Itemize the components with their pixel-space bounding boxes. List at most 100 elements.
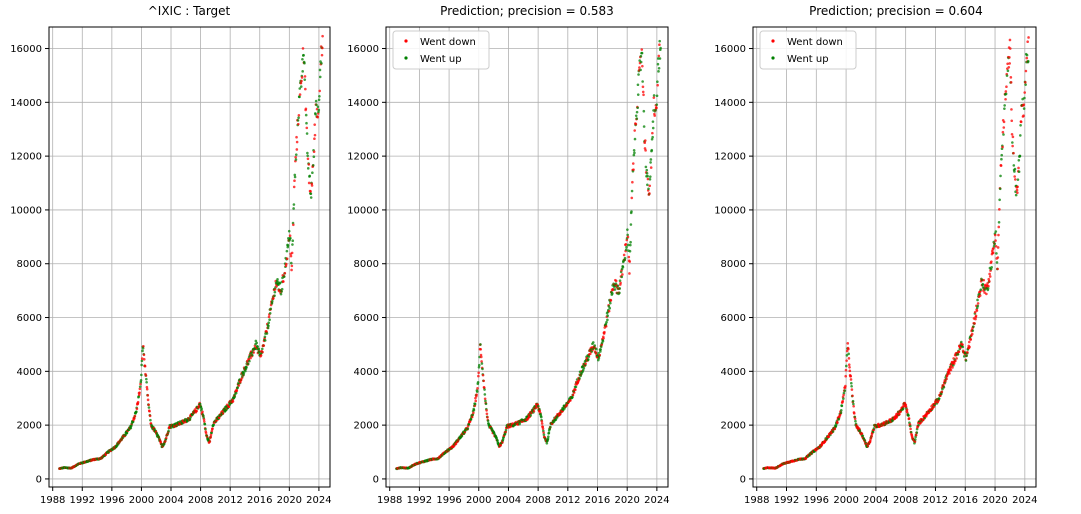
point-went-down bbox=[292, 223, 295, 227]
point-went-down bbox=[541, 427, 545, 431]
point-went-up bbox=[999, 174, 1002, 178]
point-went-up bbox=[642, 125, 646, 128]
point-went-down bbox=[133, 417, 136, 420]
point-went-down bbox=[475, 393, 478, 396]
point-went-up bbox=[608, 306, 612, 310]
point-went-down bbox=[300, 76, 304, 79]
point-went-down bbox=[309, 190, 312, 193]
point-went-down bbox=[572, 391, 576, 394]
point-went-up bbox=[843, 389, 847, 392]
point-went-up bbox=[301, 57, 304, 61]
point-went-down bbox=[603, 330, 606, 334]
point-went-up bbox=[267, 321, 271, 324]
point-went-down bbox=[479, 353, 483, 357]
point-went-down bbox=[1017, 166, 1020, 170]
point-went-down bbox=[474, 396, 477, 400]
point-went-down bbox=[850, 388, 854, 391]
point-went-up bbox=[614, 282, 618, 286]
point-went-up bbox=[628, 249, 632, 253]
legend: Went down Went up bbox=[759, 30, 857, 70]
point-went-down bbox=[644, 139, 647, 142]
point-went-up bbox=[618, 279, 622, 283]
point-went-up bbox=[317, 108, 321, 112]
point-went-down bbox=[973, 322, 976, 325]
axes-frame bbox=[385, 26, 669, 488]
point-went-down bbox=[846, 342, 850, 345]
point-went-up bbox=[640, 51, 644, 55]
x-tick-label: 2000 bbox=[833, 495, 858, 506]
x-tick-label: 2004 bbox=[863, 495, 888, 506]
x-tick-label: 2004 bbox=[496, 495, 521, 506]
point-went-down bbox=[993, 233, 997, 237]
point-went-up bbox=[1014, 193, 1018, 197]
point-went-up bbox=[637, 73, 640, 76]
point-went-down bbox=[304, 87, 307, 91]
point-went-down bbox=[305, 126, 309, 130]
point-went-down bbox=[208, 440, 212, 443]
point-went-down bbox=[905, 408, 909, 412]
point-went-up bbox=[626, 243, 630, 247]
y-tick-label: 12000 bbox=[347, 152, 379, 163]
point-went-up bbox=[1013, 167, 1017, 171]
point-went-up bbox=[651, 135, 654, 139]
point-went-down bbox=[643, 141, 647, 145]
point-went-up bbox=[986, 287, 990, 290]
x-tick-label: 1992 bbox=[407, 495, 432, 506]
y-tick-label: 6000 bbox=[721, 313, 746, 324]
point-went-down bbox=[1007, 65, 1011, 69]
point-went-down bbox=[641, 85, 645, 89]
point-went-down bbox=[657, 54, 661, 58]
point-went-up bbox=[296, 119, 300, 122]
point-went-up bbox=[246, 362, 250, 366]
point-went-up bbox=[851, 399, 855, 403]
point-went-down bbox=[499, 444, 503, 447]
point-went-up bbox=[998, 198, 1001, 202]
point-went-down bbox=[658, 43, 661, 47]
point-went-down bbox=[1025, 56, 1029, 60]
point-went-up bbox=[623, 256, 627, 260]
point-went-up bbox=[469, 418, 473, 421]
y-tick-label: 2000 bbox=[721, 421, 746, 432]
point-went-up bbox=[255, 341, 259, 345]
point-went-up bbox=[303, 78, 307, 81]
point-went-up bbox=[129, 426, 133, 430]
point-went-up bbox=[268, 318, 271, 322]
point-went-up bbox=[233, 395, 237, 399]
point-went-down bbox=[1016, 191, 1019, 195]
legend-label-went-up: Went up bbox=[420, 54, 462, 65]
point-went-up bbox=[1012, 164, 1016, 167]
point-went-up bbox=[248, 359, 251, 363]
point-went-down bbox=[303, 75, 307, 78]
x-tick-label: 1996 bbox=[436, 495, 461, 506]
point-went-down bbox=[853, 417, 857, 421]
point-went-down bbox=[627, 255, 631, 259]
point-went-up bbox=[312, 155, 316, 158]
legend-label-went-up: Went up bbox=[787, 54, 829, 65]
point-went-up bbox=[852, 402, 855, 406]
point-went-down bbox=[860, 432, 864, 435]
point-went-up bbox=[467, 423, 471, 426]
point-went-up bbox=[630, 210, 633, 213]
point-went-down bbox=[589, 352, 592, 356]
point-went-down bbox=[954, 359, 957, 363]
point-went-up bbox=[188, 418, 192, 421]
point-went-up bbox=[545, 441, 549, 445]
point-went-up bbox=[298, 95, 301, 99]
point-went-up bbox=[292, 207, 295, 210]
point-went-up bbox=[1011, 141, 1014, 144]
point-went-up bbox=[901, 407, 905, 410]
point-went-down bbox=[913, 440, 917, 443]
point-went-down bbox=[1001, 130, 1005, 134]
point-went-down bbox=[976, 302, 980, 305]
point-went-down bbox=[844, 384, 847, 388]
point-went-down bbox=[569, 399, 572, 402]
point-went-up bbox=[200, 407, 203, 411]
point-went-up bbox=[845, 364, 848, 368]
point-went-down bbox=[201, 410, 204, 414]
point-went-up bbox=[315, 103, 318, 107]
point-went-up bbox=[289, 236, 292, 240]
point-went-down bbox=[231, 400, 235, 403]
point-went-up bbox=[578, 377, 581, 380]
point-went-down bbox=[273, 288, 277, 291]
point-went-down bbox=[209, 435, 213, 439]
